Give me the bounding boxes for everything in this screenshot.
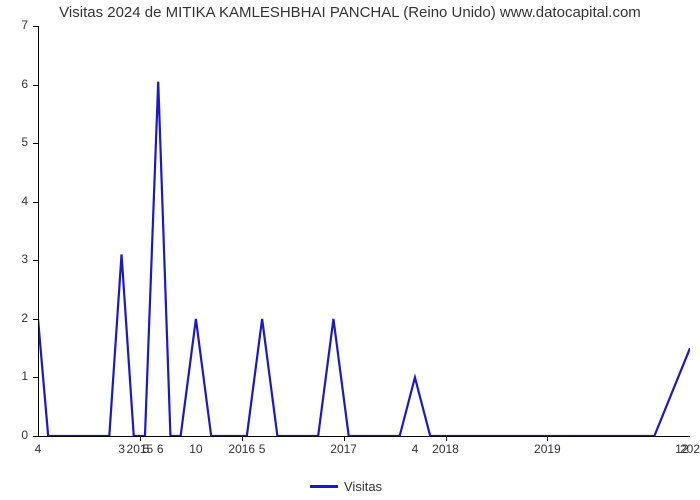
visits-line bbox=[38, 82, 690, 436]
y-tick-label: 1 bbox=[0, 369, 28, 383]
y-tick-label: 4 bbox=[0, 194, 28, 208]
x-tick-label: 2016 bbox=[222, 442, 262, 456]
line-series bbox=[38, 26, 690, 436]
value-label: 5 bbox=[259, 442, 266, 456]
y-tick-label: 0 bbox=[0, 428, 28, 442]
x-tick-label: 2018 bbox=[426, 442, 466, 456]
legend-swatch bbox=[310, 485, 338, 488]
value-label: 4 bbox=[35, 442, 42, 456]
y-tick bbox=[33, 436, 38, 437]
y-tick-label: 7 bbox=[0, 18, 28, 32]
x-tick bbox=[242, 436, 243, 441]
y-tick-label: 5 bbox=[0, 135, 28, 149]
x-tick bbox=[547, 436, 548, 441]
y-tick-label: 6 bbox=[0, 77, 28, 91]
y-tick bbox=[33, 26, 38, 27]
y-axis bbox=[38, 26, 39, 436]
x-tick bbox=[344, 436, 345, 441]
value-label: 3 bbox=[118, 442, 125, 456]
x-tick-label: 2015 bbox=[120, 442, 160, 456]
value-label: 12 bbox=[675, 442, 688, 456]
y-tick bbox=[33, 260, 38, 261]
plot-area bbox=[38, 26, 690, 436]
y-tick-label: 3 bbox=[0, 252, 28, 266]
chart-title: Visitas 2024 de MITIKA KAMLESHBHAI PANCH… bbox=[0, 4, 700, 21]
y-tick bbox=[33, 377, 38, 378]
chart-container: { "chart": { "type": "line", "title": "V… bbox=[0, 0, 700, 500]
x-tick-label: 2017 bbox=[324, 442, 364, 456]
value-label: 10 bbox=[189, 442, 202, 456]
x-axis bbox=[38, 436, 690, 437]
x-tick bbox=[140, 436, 141, 441]
y-tick bbox=[33, 319, 38, 320]
y-tick bbox=[33, 202, 38, 203]
value-label: 4 bbox=[412, 442, 419, 456]
value-label: 5 bbox=[143, 442, 150, 456]
x-tick bbox=[446, 436, 447, 441]
value-label: 6 bbox=[157, 442, 164, 456]
legend: Visitas bbox=[310, 479, 382, 494]
x-tick-label: 2019 bbox=[527, 442, 567, 456]
y-tick bbox=[33, 85, 38, 86]
y-tick bbox=[33, 143, 38, 144]
legend-label: Visitas bbox=[344, 479, 382, 494]
y-tick-label: 2 bbox=[0, 311, 28, 325]
